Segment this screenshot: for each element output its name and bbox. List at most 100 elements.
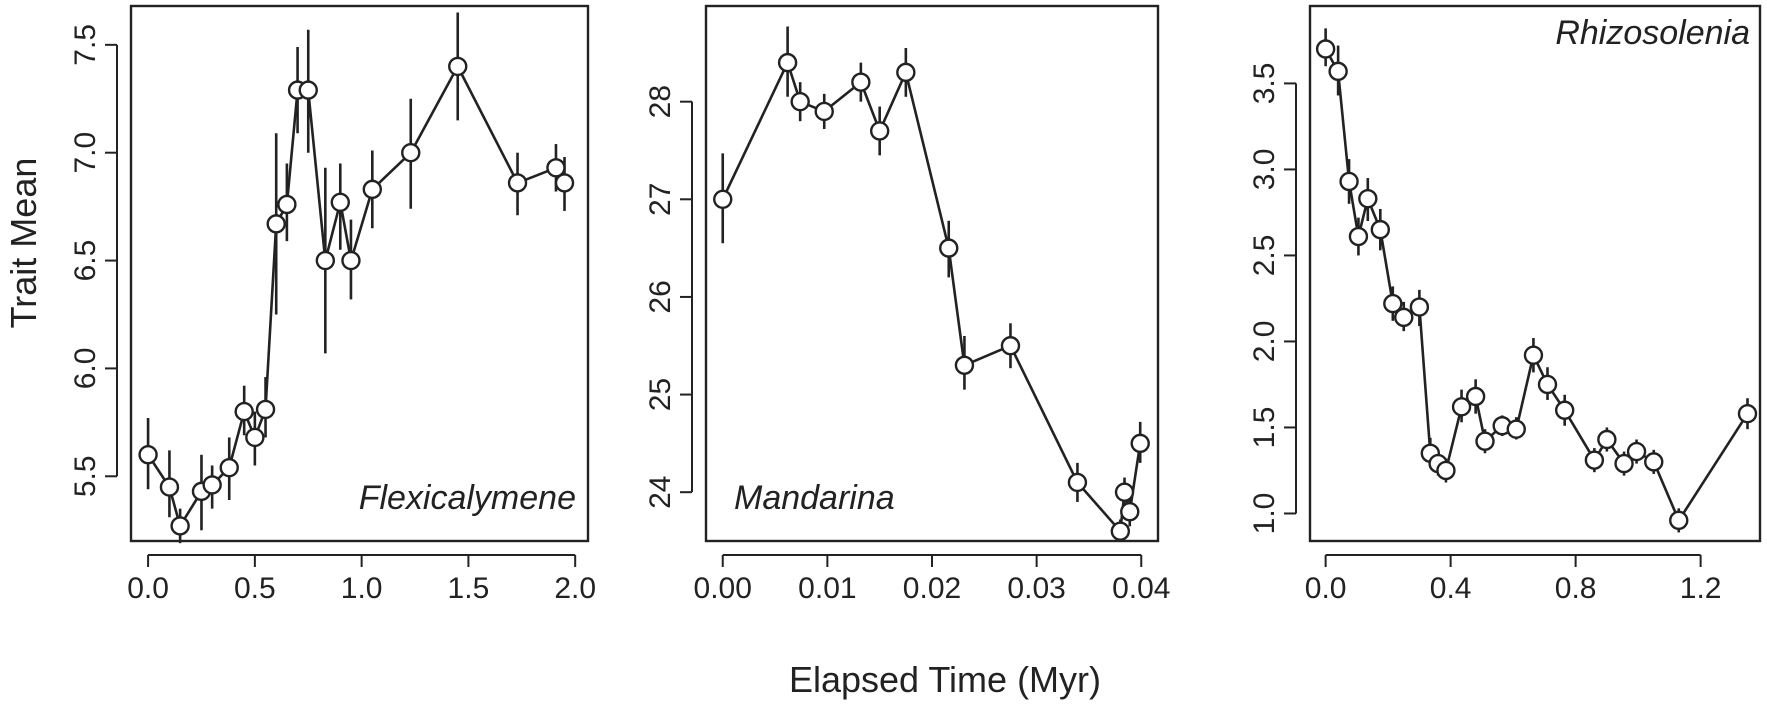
x-tick-label: 2.0 [554, 572, 596, 605]
y-axis-title: Trait Mean [3, 158, 44, 329]
data-point [234, 401, 254, 422]
data-point [1597, 429, 1617, 450]
y-tick-label: 25 [644, 378, 677, 411]
x-tick-label: 0.5 [234, 572, 276, 605]
data-point [1644, 452, 1664, 472]
plot-frame [1308, 4, 1762, 543]
x-tick-label: 0.4 [1430, 572, 1472, 605]
x-tick-label: 1.2 [1680, 572, 1722, 605]
y-tick-label: 28 [644, 85, 677, 118]
data-point [1554, 400, 1575, 420]
data-point [1110, 521, 1131, 541]
data-point [896, 62, 916, 83]
data-point [255, 399, 276, 420]
x-tick-label: 0.02 [903, 572, 961, 605]
y-tick-label: 3.5 [1248, 63, 1281, 105]
data-point [1409, 297, 1430, 317]
series-line [1324, 48, 1749, 522]
data-point [1451, 397, 1472, 417]
x-tick-label: 0.01 [798, 572, 856, 605]
data-point [1358, 188, 1378, 209]
data-point [851, 72, 871, 92]
data-point [1626, 441, 1647, 462]
x-tick-label: 1.0 [341, 572, 383, 605]
data-point [1737, 404, 1758, 424]
data-point [1475, 431, 1495, 451]
data-point [1315, 39, 1336, 59]
data-point [277, 194, 297, 215]
data-point [869, 121, 890, 141]
data-point [939, 238, 959, 258]
data-point [1394, 307, 1414, 328]
data-point [1348, 226, 1369, 247]
data-point [1120, 502, 1140, 522]
data-point [245, 427, 265, 448]
panel-flexicalymene: 0.0 0.5 1.0 1.5 2.0 5.5 6.0 6.5 7.0 7.5 Flexicalym… [69, 4, 596, 605]
x-tick-label: 0.8 [1555, 572, 1597, 605]
y-tick-label: 2.5 [1248, 235, 1281, 277]
data-point [1067, 472, 1088, 493]
data-point [266, 214, 286, 234]
data-point [170, 516, 190, 536]
data-point [546, 158, 566, 178]
panel-label: Rhizosolenia [1555, 14, 1750, 52]
data-point [219, 457, 239, 478]
x-tick-label: 0.03 [1007, 572, 1065, 605]
data-point [1614, 453, 1634, 474]
x-tick-label: 0.0 [127, 572, 169, 605]
data-point [507, 173, 528, 193]
data-point [954, 355, 975, 375]
y-tick-label: 26 [644, 280, 677, 313]
data-point [1383, 293, 1403, 314]
data-point [298, 80, 318, 100]
data-point [401, 142, 421, 163]
y-tick-label: 2.0 [1248, 321, 1281, 363]
y-tick-label: 5.5 [69, 455, 102, 497]
data-point [315, 250, 336, 271]
x-tick-label: 0.0 [1305, 572, 1347, 605]
y-tick-label: 3.0 [1248, 149, 1281, 191]
plot-frame [704, 4, 1160, 543]
data-point [1436, 460, 1456, 481]
data-point [341, 250, 361, 271]
panel-rhizosolenia: 0.0 0.4 0.8 1.2 1.0 1.5 2.0 2.5 3.0 3.5 Rhizosolen… [1248, 4, 1762, 605]
y-tick-label: 7.5 [69, 24, 102, 66]
y-tick-label: 24 [644, 475, 677, 508]
data-point [1370, 219, 1391, 240]
series-line [147, 65, 566, 528]
y-tick-label: 27 [644, 183, 677, 216]
series-line [721, 61, 1142, 533]
x-axis-title: Elapsed Time (Myr) [789, 659, 1101, 700]
data-point [1328, 61, 1348, 82]
y-tick-label: 1.5 [1248, 407, 1281, 449]
data-point [1114, 482, 1135, 502]
data-point [159, 477, 180, 497]
panel-label: Mandarina [734, 479, 895, 517]
data-point [202, 475, 222, 495]
panel-label: Flexicalymene [359, 479, 576, 517]
data-point [1669, 510, 1689, 531]
data-point [330, 192, 350, 213]
data-point [790, 91, 810, 112]
data-point [713, 189, 733, 210]
data-point [1000, 336, 1021, 356]
y-tick-label: 7.0 [69, 132, 102, 174]
data-point [448, 56, 468, 77]
y-tick-label: 6.0 [69, 348, 102, 390]
y-tick-label: 1.0 [1248, 493, 1281, 535]
data-point [362, 179, 383, 200]
panel-mandarina: 0.00 0.01 0.02 0.03 0.04 24 25 26 27 28 Mandarina [644, 4, 1170, 605]
data-point [1537, 374, 1558, 395]
data-point [1523, 345, 1544, 365]
data-point [1465, 386, 1486, 407]
x-tick-label: 0.04 [1112, 572, 1170, 605]
data-point [777, 52, 798, 73]
x-tick-label: 1.5 [448, 572, 490, 605]
data-point [1339, 171, 1359, 192]
data-point [1130, 433, 1150, 454]
plot-frame [129, 4, 590, 543]
data-point [138, 445, 158, 465]
x-tick-label: 0.00 [694, 572, 752, 605]
data-point [554, 173, 575, 193]
